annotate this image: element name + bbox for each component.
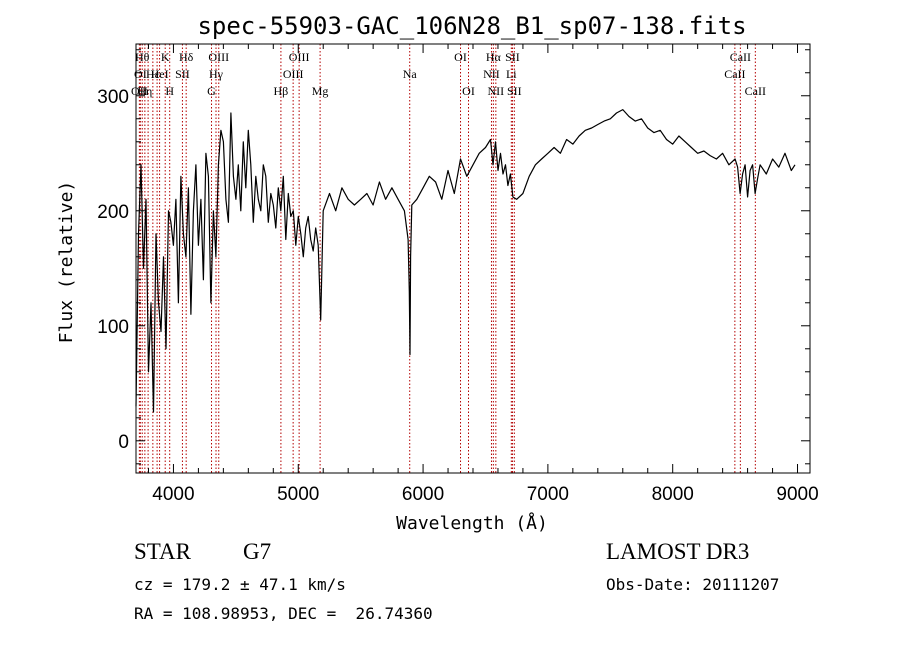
object-subclass: G7 <box>243 539 272 564</box>
x-tick-label: 5000 <box>277 484 319 505</box>
spectral-line-label: Na <box>403 67 418 81</box>
y-tick-label: 100 <box>97 317 129 338</box>
survey-name: LAMOST DR3 <box>606 539 750 564</box>
y-tick-label: 200 <box>97 202 129 223</box>
y-axis-ticks: 0 100 200 300 <box>97 49 810 465</box>
spectral-line-label: K <box>161 50 170 64</box>
spectral-line-label: CaII <box>724 67 745 81</box>
spectral-line-label: H <box>165 84 174 98</box>
spectral-line-label: Hα <box>486 50 502 64</box>
spectral-line-label: OIII <box>208 50 229 64</box>
spectral-line-label: HeI <box>151 67 169 81</box>
x-tick-label: 8000 <box>652 484 694 505</box>
y-axis-label: Flux (relative) <box>56 181 77 344</box>
redshift-readout: cz = 179.2 ± 47.1 km/s <box>134 575 346 594</box>
spectral-line-label: OI <box>134 67 147 81</box>
spectral-line-label: Hθ <box>135 50 150 64</box>
spectral-line-label: OI <box>454 50 467 64</box>
spectral-line-label: SII <box>505 50 520 64</box>
coordinates-readout: RA = 108.98953, DEC = 26.74360 <box>134 604 433 623</box>
x-tick-label: 7000 <box>527 484 569 505</box>
x-axis-label: Wavelength (Å) <box>396 512 548 534</box>
spectral-line-label: NII <box>488 84 505 98</box>
spectral-line-labels: OIIOIHθHηHεHeIKHSIIHδGHγOIIIHβOIIIOIIIMg… <box>131 50 766 98</box>
x-tick-label: 4000 <box>152 484 194 505</box>
spectral-line-markers <box>138 44 756 473</box>
spectral-line-label: SII <box>507 84 522 98</box>
spectral-line-label: NII <box>483 67 500 81</box>
spectral-line-label: Hε <box>146 67 160 81</box>
y-tick-label: 0 <box>118 432 129 453</box>
spectral-line-label: CaII <box>745 84 766 98</box>
x-tick-label: 6000 <box>402 484 444 505</box>
observation-date: Obs-Date: 20111207 <box>606 575 780 594</box>
spectral-line-label: OI <box>462 84 475 98</box>
spectral-line-label: SII <box>175 67 190 81</box>
spectral-line-label: Mg <box>312 84 329 98</box>
spectral-line-label: OII <box>131 84 148 98</box>
spectral-line-label: Hβ <box>274 84 289 98</box>
spectral-line-label: OIII <box>283 67 304 81</box>
spectral-line-label: CaII <box>730 50 751 64</box>
spectral-line-label: G <box>207 84 216 98</box>
plot-frame <box>135 43 811 474</box>
x-tick-label: 9000 <box>776 484 818 505</box>
spectral-line-label: Hγ <box>209 67 224 81</box>
spectrum-line <box>135 108 796 413</box>
spectral-line-label: Hδ <box>179 50 194 64</box>
spectral-line-label: Hη <box>137 84 152 98</box>
x-axis-ticks: 4000 5000 6000 7000 8000 9000 <box>147 44 819 505</box>
spectral-line-label: Li <box>506 67 517 81</box>
spectral-line-label: OIII <box>289 50 310 64</box>
y-tick-label: 300 <box>97 87 129 108</box>
chart-title: spec-55903-GAC_106N28_B1_sp07-138.fits <box>197 12 746 40</box>
object-class: STAR <box>134 539 191 564</box>
